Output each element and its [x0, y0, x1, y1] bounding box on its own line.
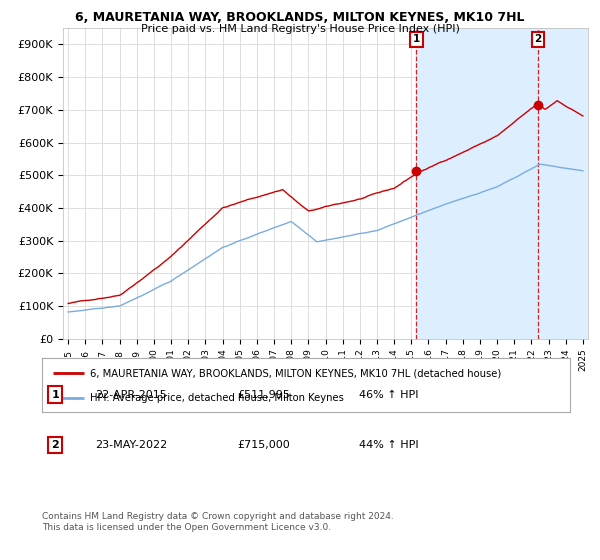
- Text: £715,000: £715,000: [238, 440, 290, 450]
- Text: 22-APR-2015: 22-APR-2015: [95, 390, 167, 400]
- Text: 6, MAURETANIA WAY, BROOKLANDS, MILTON KEYNES, MK10 7HL (detached house): 6, MAURETANIA WAY, BROOKLANDS, MILTON KE…: [89, 368, 501, 379]
- Text: HPI: Average price, detached house, Milton Keynes: HPI: Average price, detached house, Milt…: [89, 393, 343, 403]
- Text: 23-MAY-2022: 23-MAY-2022: [95, 440, 167, 450]
- Text: 46% ↑ HPI: 46% ↑ HPI: [359, 390, 418, 400]
- Text: 1: 1: [52, 390, 59, 400]
- Text: Contains HM Land Registry data © Crown copyright and database right 2024.
This d: Contains HM Land Registry data © Crown c…: [42, 512, 394, 532]
- Text: 6, MAURETANIA WAY, BROOKLANDS, MILTON KEYNES, MK10 7HL: 6, MAURETANIA WAY, BROOKLANDS, MILTON KE…: [75, 11, 525, 24]
- Bar: [416, 28, 592, 339]
- Text: £511,995: £511,995: [238, 390, 290, 400]
- Text: 2: 2: [535, 35, 542, 44]
- Text: 2: 2: [52, 440, 59, 450]
- Text: 44% ↑ HPI: 44% ↑ HPI: [359, 440, 418, 450]
- Text: Price paid vs. HM Land Registry's House Price Index (HPI): Price paid vs. HM Land Registry's House …: [140, 24, 460, 34]
- Text: 1: 1: [413, 35, 420, 44]
